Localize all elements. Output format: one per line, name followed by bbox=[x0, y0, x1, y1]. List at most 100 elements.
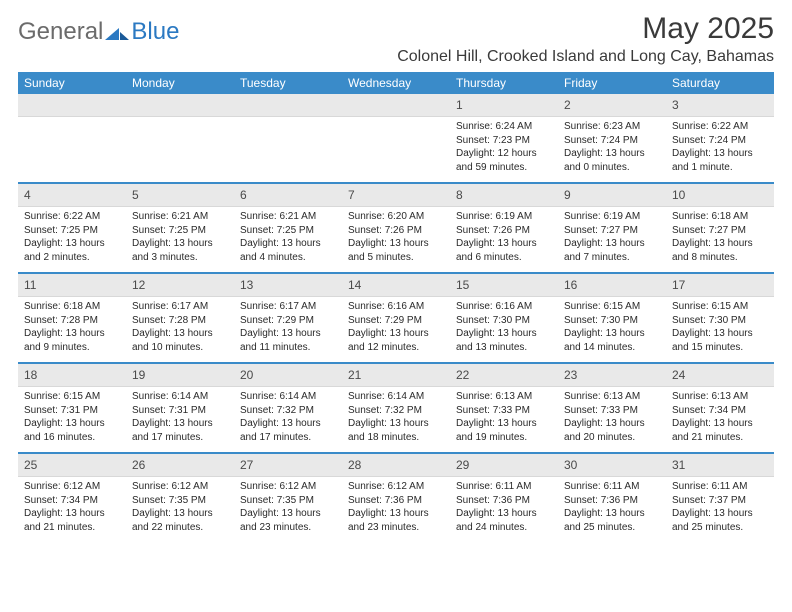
sunset: Sunset: 7:31 PM bbox=[132, 404, 228, 418]
daylight: Daylight: 13 hours and 17 minutes. bbox=[240, 417, 336, 444]
sunset: Sunset: 7:36 PM bbox=[564, 494, 660, 508]
daylight: Daylight: 13 hours and 8 minutes. bbox=[672, 237, 768, 264]
sunrise: Sunrise: 6:13 AM bbox=[564, 390, 660, 404]
sunrise: Sunrise: 6:12 AM bbox=[132, 480, 228, 494]
week-row: 11Sunrise: 6:18 AMSunset: 7:28 PMDayligh… bbox=[18, 274, 774, 362]
day-number: 7 bbox=[342, 184, 450, 207]
daylight: Daylight: 13 hours and 24 minutes. bbox=[456, 507, 552, 534]
daylight: Daylight: 13 hours and 25 minutes. bbox=[672, 507, 768, 534]
sunset: Sunset: 7:29 PM bbox=[348, 314, 444, 328]
day-number: 3 bbox=[666, 94, 774, 117]
sunrise: Sunrise: 6:15 AM bbox=[672, 300, 768, 314]
sunset: Sunset: 7:24 PM bbox=[564, 134, 660, 148]
day-body: Sunrise: 6:15 AMSunset: 7:30 PMDaylight:… bbox=[558, 297, 666, 360]
day-body: Sunrise: 6:15 AMSunset: 7:30 PMDaylight:… bbox=[666, 297, 774, 360]
day-number: 27 bbox=[234, 454, 342, 477]
day-cell: 9Sunrise: 6:19 AMSunset: 7:27 PMDaylight… bbox=[558, 184, 666, 272]
day-cell: 16Sunrise: 6:15 AMSunset: 7:30 PMDayligh… bbox=[558, 274, 666, 362]
sunset: Sunset: 7:28 PM bbox=[132, 314, 228, 328]
week-row: 4Sunrise: 6:22 AMSunset: 7:25 PMDaylight… bbox=[18, 184, 774, 272]
daylight: Daylight: 13 hours and 13 minutes. bbox=[456, 327, 552, 354]
sunrise: Sunrise: 6:12 AM bbox=[348, 480, 444, 494]
day-cell: 4Sunrise: 6:22 AMSunset: 7:25 PMDaylight… bbox=[18, 184, 126, 272]
sunrise: Sunrise: 6:11 AM bbox=[564, 480, 660, 494]
day-number: 11 bbox=[18, 274, 126, 297]
weekday-header: Thursday bbox=[450, 72, 558, 94]
day-number: . bbox=[342, 94, 450, 117]
day-number: 28 bbox=[342, 454, 450, 477]
day-number: 18 bbox=[18, 364, 126, 387]
day-cell: 26Sunrise: 6:12 AMSunset: 7:35 PMDayligh… bbox=[126, 454, 234, 542]
day-body bbox=[126, 117, 234, 126]
sunset: Sunset: 7:33 PM bbox=[456, 404, 552, 418]
day-number: 10 bbox=[666, 184, 774, 207]
day-body: Sunrise: 6:13 AMSunset: 7:33 PMDaylight:… bbox=[450, 387, 558, 450]
day-number: 9 bbox=[558, 184, 666, 207]
sunrise: Sunrise: 6:11 AM bbox=[456, 480, 552, 494]
day-body bbox=[234, 117, 342, 126]
sunrise: Sunrise: 6:19 AM bbox=[564, 210, 660, 224]
daylight: Daylight: 13 hours and 25 minutes. bbox=[564, 507, 660, 534]
daylight: Daylight: 13 hours and 12 minutes. bbox=[348, 327, 444, 354]
logo: General Blue bbox=[18, 12, 179, 46]
week-row: ....1Sunrise: 6:24 AMSunset: 7:23 PMDayl… bbox=[18, 94, 774, 182]
sunrise: Sunrise: 6:17 AM bbox=[240, 300, 336, 314]
logo-blue: Blue bbox=[131, 18, 179, 46]
daylight: Daylight: 13 hours and 0 minutes. bbox=[564, 147, 660, 174]
sunset: Sunset: 7:37 PM bbox=[672, 494, 768, 508]
weekday-header: Sunday bbox=[18, 72, 126, 94]
daylight: Daylight: 12 hours and 59 minutes. bbox=[456, 147, 552, 174]
daylight: Daylight: 13 hours and 2 minutes. bbox=[24, 237, 120, 264]
daylight: Daylight: 13 hours and 18 minutes. bbox=[348, 417, 444, 444]
sunrise: Sunrise: 6:16 AM bbox=[456, 300, 552, 314]
sunrise: Sunrise: 6:18 AM bbox=[24, 300, 120, 314]
daylight: Daylight: 13 hours and 3 minutes. bbox=[132, 237, 228, 264]
day-cell: 5Sunrise: 6:21 AMSunset: 7:25 PMDaylight… bbox=[126, 184, 234, 272]
day-cell: 10Sunrise: 6:18 AMSunset: 7:27 PMDayligh… bbox=[666, 184, 774, 272]
daylight: Daylight: 13 hours and 23 minutes. bbox=[240, 507, 336, 534]
sunrise: Sunrise: 6:15 AM bbox=[564, 300, 660, 314]
sunset: Sunset: 7:32 PM bbox=[240, 404, 336, 418]
sunrise: Sunrise: 6:16 AM bbox=[348, 300, 444, 314]
day-body: Sunrise: 6:18 AMSunset: 7:28 PMDaylight:… bbox=[18, 297, 126, 360]
day-cell: 28Sunrise: 6:12 AMSunset: 7:36 PMDayligh… bbox=[342, 454, 450, 542]
day-number: 14 bbox=[342, 274, 450, 297]
day-number: 25 bbox=[18, 454, 126, 477]
day-number: 22 bbox=[450, 364, 558, 387]
day-number: 2 bbox=[558, 94, 666, 117]
day-cell: 15Sunrise: 6:16 AMSunset: 7:30 PMDayligh… bbox=[450, 274, 558, 362]
day-body bbox=[18, 117, 126, 126]
day-cell: 1Sunrise: 6:24 AMSunset: 7:23 PMDaylight… bbox=[450, 94, 558, 182]
page: General Blue May 2025 Colonel Hill, Croo… bbox=[0, 0, 792, 542]
day-cell: . bbox=[342, 94, 450, 182]
weekday-header: Monday bbox=[126, 72, 234, 94]
day-number: 26 bbox=[126, 454, 234, 477]
day-cell: 29Sunrise: 6:11 AMSunset: 7:36 PMDayligh… bbox=[450, 454, 558, 542]
sunrise: Sunrise: 6:14 AM bbox=[348, 390, 444, 404]
location: Colonel Hill, Crooked Island and Long Ca… bbox=[397, 48, 774, 66]
title-block: May 2025 Colonel Hill, Crooked Island an… bbox=[397, 12, 774, 66]
sunrise: Sunrise: 6:18 AM bbox=[672, 210, 768, 224]
sunset: Sunset: 7:32 PM bbox=[348, 404, 444, 418]
sunset: Sunset: 7:33 PM bbox=[564, 404, 660, 418]
daylight: Daylight: 13 hours and 19 minutes. bbox=[456, 417, 552, 444]
daylight: Daylight: 13 hours and 21 minutes. bbox=[24, 507, 120, 534]
day-body: Sunrise: 6:13 AMSunset: 7:33 PMDaylight:… bbox=[558, 387, 666, 450]
sunrise: Sunrise: 6:14 AM bbox=[240, 390, 336, 404]
sunset: Sunset: 7:25 PM bbox=[240, 224, 336, 238]
day-body: Sunrise: 6:22 AMSunset: 7:25 PMDaylight:… bbox=[18, 207, 126, 270]
sunrise: Sunrise: 6:13 AM bbox=[456, 390, 552, 404]
sunset: Sunset: 7:31 PM bbox=[24, 404, 120, 418]
day-body: Sunrise: 6:17 AMSunset: 7:29 PMDaylight:… bbox=[234, 297, 342, 360]
daylight: Daylight: 13 hours and 10 minutes. bbox=[132, 327, 228, 354]
day-body: Sunrise: 6:14 AMSunset: 7:31 PMDaylight:… bbox=[126, 387, 234, 450]
sunset: Sunset: 7:23 PM bbox=[456, 134, 552, 148]
day-body: Sunrise: 6:12 AMSunset: 7:34 PMDaylight:… bbox=[18, 477, 126, 540]
sunrise: Sunrise: 6:20 AM bbox=[348, 210, 444, 224]
day-body: Sunrise: 6:24 AMSunset: 7:23 PMDaylight:… bbox=[450, 117, 558, 180]
day-cell: . bbox=[18, 94, 126, 182]
day-body: Sunrise: 6:14 AMSunset: 7:32 PMDaylight:… bbox=[342, 387, 450, 450]
day-body: Sunrise: 6:12 AMSunset: 7:35 PMDaylight:… bbox=[126, 477, 234, 540]
day-body: Sunrise: 6:12 AMSunset: 7:36 PMDaylight:… bbox=[342, 477, 450, 540]
day-cell: 13Sunrise: 6:17 AMSunset: 7:29 PMDayligh… bbox=[234, 274, 342, 362]
